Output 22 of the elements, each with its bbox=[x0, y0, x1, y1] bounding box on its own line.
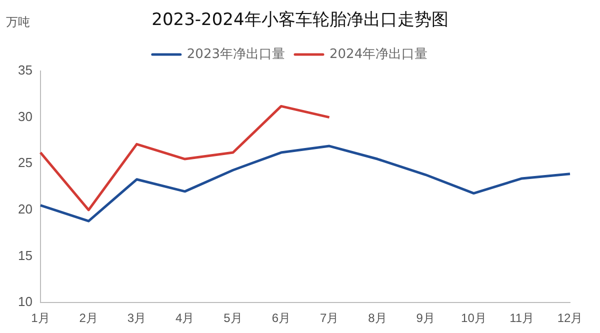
y-tick-label: 10 bbox=[18, 294, 32, 310]
y-tick-label: 30 bbox=[18, 108, 32, 124]
x-tick-label: 8月 bbox=[368, 311, 387, 326]
y-tick-label: 15 bbox=[18, 248, 32, 263]
x-tick-label: 10月 bbox=[461, 311, 486, 326]
x-tick-label: 11月 bbox=[510, 311, 534, 326]
x-tick-label: 3月 bbox=[127, 311, 146, 326]
x-tick-label: 9月 bbox=[416, 311, 435, 326]
y-axis-title: 万吨 bbox=[6, 14, 30, 31]
x-tick-label: 2月 bbox=[79, 311, 98, 326]
chart-title: 2023-2024年小客车轮胎净出口走势图 bbox=[152, 10, 448, 30]
x-tick-label: 4月 bbox=[176, 311, 194, 326]
y-tick-label: 25 bbox=[18, 155, 32, 170]
legend-label: 2024年净出口量 bbox=[330, 46, 428, 62]
legend-label: 2023年净出口量 bbox=[186, 46, 286, 62]
x-tick-label: 5月 bbox=[224, 311, 242, 326]
y-tick-label: 20 bbox=[18, 202, 32, 217]
y-tick-label: 35 bbox=[18, 62, 32, 78]
x-tick-label: 1月 bbox=[31, 311, 50, 326]
x-tick-label: 12月 bbox=[557, 311, 583, 326]
x-tick-label: 7月 bbox=[320, 311, 339, 326]
x-tick-label: 6月 bbox=[272, 311, 291, 326]
